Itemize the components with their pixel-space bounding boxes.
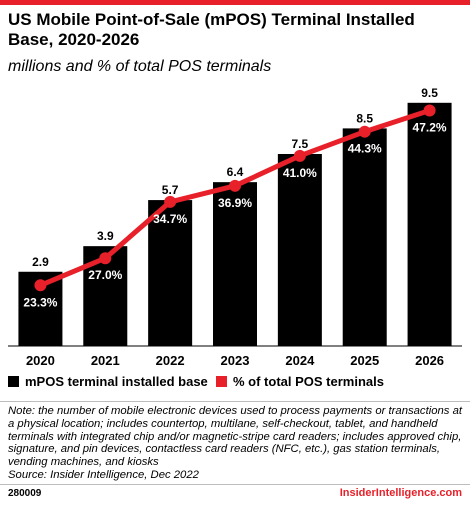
chart-id: 280009	[8, 488, 42, 499]
x-tick-label: 2020	[26, 353, 55, 368]
line-point	[99, 252, 112, 265]
line-point	[34, 279, 47, 292]
legend-label-bars: mPOS terminal installed base	[25, 374, 208, 389]
line-value-label: 47.2%	[413, 120, 447, 134]
bar-value-label: 9.5	[421, 86, 438, 100]
legend-label-line: % of total POS terminals	[233, 374, 384, 389]
x-tick-label: 2024	[285, 353, 315, 368]
note-text: Note: the number of mobile electronic de…	[8, 405, 462, 469]
line-point	[164, 195, 177, 208]
line-value-label: 44.3%	[348, 142, 382, 156]
line-value-label: 41.0%	[283, 166, 317, 180]
bar-value-label: 5.7	[162, 183, 179, 197]
line-value-label: 27.0%	[88, 268, 122, 282]
note-divider	[0, 401, 470, 402]
chart-title: US Mobile Point-of-Sale (mPOS) Terminal …	[8, 10, 415, 49]
x-tick-label: 2021	[91, 353, 120, 368]
x-tick-label: 2022	[156, 353, 185, 368]
line-value-label: 36.9%	[218, 196, 252, 210]
line-point	[229, 179, 241, 192]
bar-2022	[148, 200, 193, 346]
chart-note: Note: the number of mobile electronic de…	[8, 405, 466, 482]
line-point	[293, 149, 306, 162]
source-text: Source: Insider Intelligence, Dec 2022	[8, 468, 199, 481]
bar-value-label: 8.5	[356, 111, 373, 125]
top-accent-bar	[0, 0, 470, 5]
x-tick-label: 2026	[415, 353, 444, 368]
bar-2024	[277, 154, 322, 346]
bar-2023	[213, 182, 257, 346]
chart-plot: 2.9 3.9 5.7 6.4 7.5 8.5 9.5 2020 2021 2022 2023 202…	[8, 86, 462, 368]
bar-2026	[407, 102, 452, 346]
chart-subtitle: millions and % of total POS terminals	[8, 58, 272, 75]
bar-2025	[342, 128, 387, 346]
x-tick-label: 2023	[221, 353, 250, 368]
line-point	[358, 125, 371, 138]
line-value-label: 23.3%	[23, 295, 57, 309]
bar-value-label: 7.5	[292, 137, 309, 151]
line-value-label: 34.7%	[153, 212, 187, 226]
bar-value-label: 3.9	[97, 229, 114, 243]
bar-value-label: 6.4	[227, 165, 244, 179]
brand-link[interactable]: InsiderIntelligence.com	[339, 487, 462, 499]
line-point	[423, 104, 436, 117]
legend-swatch-line	[216, 376, 227, 387]
chart-legend: mPOS terminal installed base % of total …	[8, 374, 463, 392]
footer-divider	[0, 484, 470, 485]
x-tick-label: 2025	[350, 353, 379, 368]
legend-item-line: % of total POS terminals	[216, 374, 384, 389]
legend-item-bars: mPOS terminal installed base	[8, 374, 208, 389]
legend-swatch-bars	[8, 376, 19, 387]
bar-value-label: 2.9	[32, 255, 49, 269]
